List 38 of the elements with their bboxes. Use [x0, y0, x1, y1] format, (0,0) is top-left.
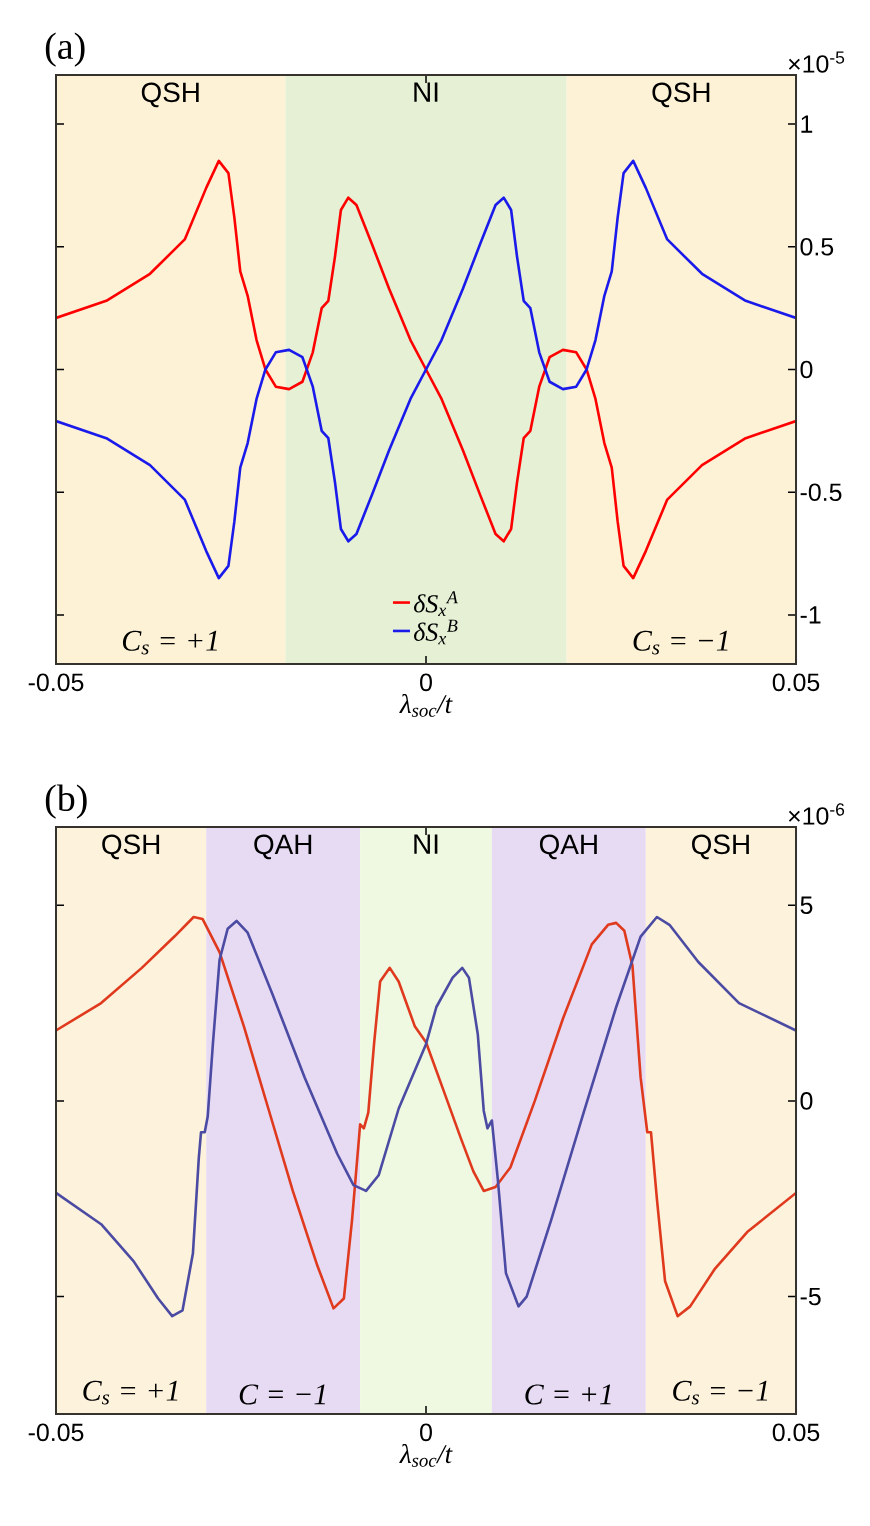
annotation: C$_{s}$ = +1	[122, 630, 217, 655]
annotation: C$_{s}$ = +1	[83, 1380, 178, 1405]
band-label: NI	[414, 834, 438, 854]
band-label: QSH	[102, 834, 160, 860]
annotation: C$_{s}$ = −1	[633, 630, 728, 655]
band-label: QAH	[539, 834, 597, 860]
text: ×10$^{-5}$	[788, 51, 845, 73]
annotation: C = +1	[525, 1384, 611, 1405]
y-tick-label: 0	[800, 360, 813, 379]
x-axis-title: λ$_{soc}$/t	[399, 693, 453, 717]
y-tick-label: -0.5	[800, 483, 842, 502]
x-tick-label: -0.05	[28, 1423, 84, 1442]
y-tick-label: 1	[801, 115, 813, 133]
legend-label: δS$_{x}$A	[414, 591, 458, 617]
text: ×10$^{-6}$	[788, 803, 845, 825]
band-label: QSH	[692, 834, 749, 860]
x-tick-label: 0.05	[772, 673, 820, 692]
y-tick-label: 5	[800, 896, 813, 914]
x-tick-label: -0.05	[28, 673, 84, 692]
annotation: C$_{s}$ = −1	[673, 1380, 768, 1405]
band-label: QSH	[652, 82, 710, 108]
y-tick-label: -1	[800, 606, 821, 624]
chart-title: (b)	[45, 784, 87, 819]
annotation: C = −1	[239, 1384, 326, 1405]
y-tick-label: 0	[800, 1092, 813, 1110]
x-tick-label: 0.05	[772, 1423, 820, 1442]
x-tick-label: 0	[420, 673, 432, 692]
band-label: NI	[414, 82, 438, 102]
y-tick-label: -5	[800, 1287, 821, 1306]
line-series	[56, 915, 797, 1318]
line-series	[56, 159, 797, 580]
band-label: QAH	[254, 834, 312, 860]
x-tick-label: 0	[420, 1423, 432, 1442]
x-axis-title: λ$_{soc}$/t	[399, 1444, 453, 1467]
band-label: QSH	[141, 82, 199, 108]
legend-label: δS$_{x}$B	[414, 619, 458, 645]
chart-title: (a)	[45, 32, 85, 67]
y-tick-label: 0.5	[800, 237, 834, 256]
